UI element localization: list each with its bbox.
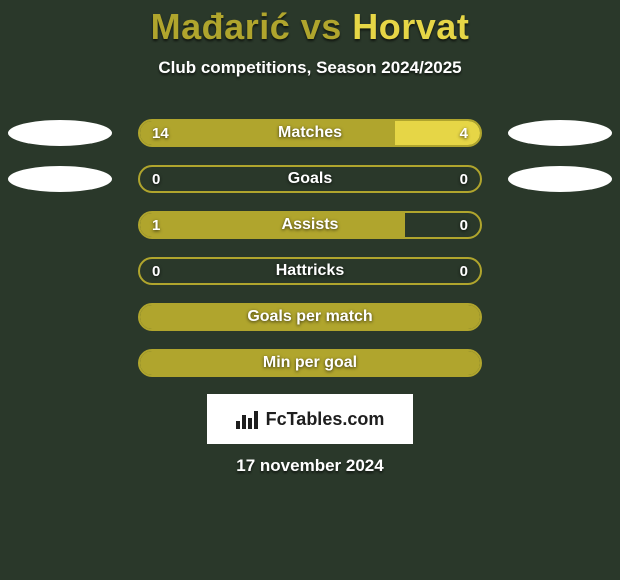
site-logo: FcTables.com (207, 394, 413, 444)
stat-row: 0 0Hattricks (0, 248, 620, 294)
stat-bar-track: 0 0Goals (138, 165, 482, 193)
stat-bar-fill-left (140, 351, 480, 375)
stat-row: 0 0Goals (0, 156, 620, 202)
stat-bar-track: 10Assists (138, 211, 482, 239)
stat-value-right: 0 (460, 171, 468, 188)
stat-row: Min per goal (0, 340, 620, 386)
subtitle: Club competitions, Season 2024/2025 (0, 58, 620, 78)
stat-row: 144Matches (0, 110, 620, 156)
player-b-name: Horvat (352, 6, 469, 47)
player-marker-right (508, 166, 612, 192)
stat-bar-track: Goals per match (138, 303, 482, 331)
stat-bar-fill-left (140, 213, 405, 237)
stat-label: Hattricks (140, 262, 480, 280)
stat-bar-track: 0 0Hattricks (138, 257, 482, 285)
date-text: 17 november 2024 (0, 456, 620, 476)
stat-value-left: 14 (152, 125, 169, 142)
vs-text: vs (290, 6, 352, 47)
stat-bar-fill-left (140, 305, 480, 329)
player-marker-right (508, 120, 612, 146)
stat-value-left: 1 (152, 217, 160, 234)
stat-bar-track: 144Matches (138, 119, 482, 147)
logo-text: FcTables.com (266, 409, 385, 430)
stat-row: Goals per match (0, 294, 620, 340)
comparison-rows: 144Matches00Goals10Assists00HattricksGoa… (0, 110, 620, 386)
stat-label: Goals (140, 170, 480, 188)
stat-value-right: 0 (460, 217, 468, 234)
stat-value-left: 0 (152, 263, 160, 280)
stat-value-right: 0 (460, 263, 468, 280)
player-a-name: Mađarić (151, 6, 291, 47)
stat-row: 10Assists (0, 202, 620, 248)
bars-icon (236, 409, 260, 429)
player-marker-left (8, 166, 112, 192)
page-title: Mađarić vs Horvat (0, 0, 620, 48)
stat-value-left: 0 (152, 171, 160, 188)
player-marker-left (8, 120, 112, 146)
stat-bar-track: Min per goal (138, 349, 482, 377)
stat-value-right: 4 (460, 125, 468, 142)
stat-bar-fill-left (140, 121, 395, 145)
